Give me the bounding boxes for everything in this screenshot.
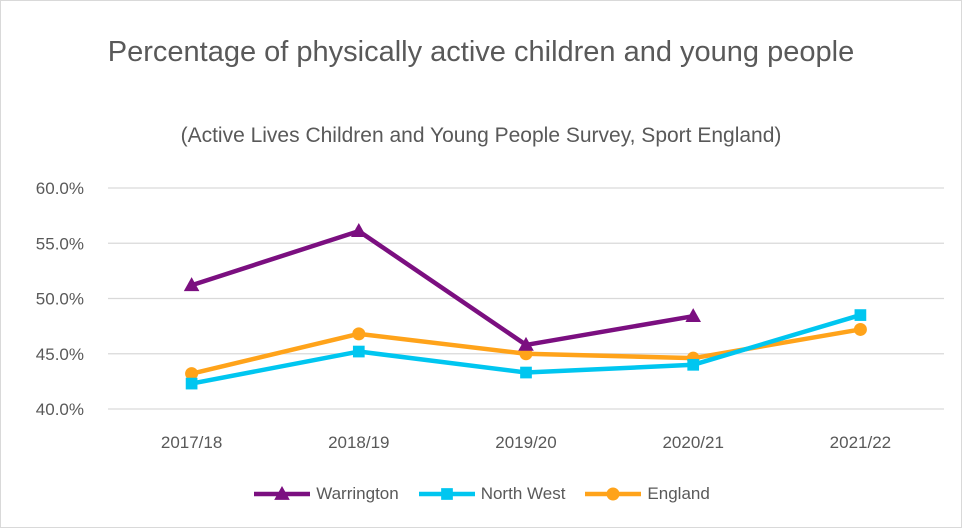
y-tick-label: 50.0% [36,290,84,309]
series-warrington [183,223,701,351]
data-point [518,336,534,351]
legend-item: England [583,484,710,504]
data-point [352,345,365,358]
x-tick-label: 2020/21 [662,433,723,452]
legend-marker [440,488,453,500]
legend-item: North West [417,484,566,504]
x-tick-label: 2018/19 [328,433,389,452]
legend-marker [274,485,290,500]
y-axis: 40.0% 45.0% 50.0% 55.0% 60.0% [36,179,84,419]
data-point [185,367,199,381]
data-point [351,223,367,237]
data-point [854,309,867,321]
legend-marker [606,487,620,501]
series-layer [183,223,867,390]
data-point [853,322,867,336]
data-point [687,358,700,371]
legend-swatch [254,485,311,500]
chart-subtitle: (Active Lives Children and Young People … [180,124,782,147]
x-tick-label: 2017/18 [161,433,222,452]
legend-swatch [585,487,642,501]
x-tick-label: 2019/20 [495,433,556,452]
legend-label: Warrington [316,484,399,503]
data-point [185,377,198,390]
gridlines [108,187,944,410]
series-line [190,228,694,348]
legend-label: England [647,484,710,503]
y-tick-label: 55.0% [36,234,84,253]
legend-label: North West [480,484,566,503]
data-point [520,366,532,379]
y-tick-label: 45.0% [36,345,84,364]
data-point [352,327,366,341]
x-axis: 2017/18 2018/19 2019/20 2020/21 2021/22 [161,433,891,452]
chart-title: Percentage of physically active children… [107,36,855,68]
series-north-west [185,309,867,390]
legend: Warrington North West England [0,480,962,508]
y-tick-label: 60.0% [36,179,84,198]
y-tick-label: 40.0% [36,400,84,419]
data-point [685,308,701,323]
legend-item: Warrington [252,484,399,504]
data-point [183,277,200,292]
x-tick-label: 2021/22 [830,433,891,452]
legend-swatch [418,488,475,500]
